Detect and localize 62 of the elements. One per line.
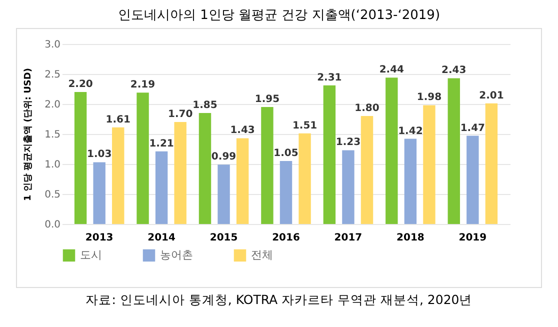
bar: [360, 116, 374, 224]
bar: [261, 107, 274, 224]
bar: [280, 161, 292, 224]
bar: [198, 113, 212, 224]
bar: [236, 138, 249, 224]
data-label: 2.19: [130, 80, 156, 91]
bar: [112, 127, 124, 224]
x-tick-label: 2013: [85, 232, 114, 244]
data-label: 2.44: [379, 64, 404, 76]
y-tick-label: 1.5: [44, 130, 60, 140]
bar: [136, 92, 149, 224]
data-label: 0.99: [211, 152, 236, 163]
legend-label: 도시: [80, 248, 102, 262]
y-axis-title: 1 인당 평균지출액 (단위: USD): [22, 68, 34, 201]
chart-title: 인도네시아의 1인당 월평균 건강 지출액(‘2013-‘2019): [116, 7, 442, 24]
x-tick-label: 2014: [148, 232, 176, 244]
data-label: 2.31: [317, 72, 342, 84]
data-label: 1.80: [354, 103, 380, 114]
bar: [404, 138, 417, 224]
x-tick-label: 2017: [334, 232, 362, 244]
data-label: 1.51: [292, 120, 318, 132]
bar: [174, 122, 186, 224]
data-label: 1.98: [416, 92, 442, 104]
y-tick-label: 3.0: [44, 40, 60, 50]
y-tick-label: 0.5: [44, 190, 60, 200]
bar: [155, 151, 168, 224]
data-label: 1.21: [149, 138, 174, 150]
x-tick-label: 2016: [272, 232, 300, 244]
x-tick-label: 2019: [458, 232, 487, 244]
data-label: 1.95: [254, 94, 280, 105]
data-label: 1.70: [168, 109, 193, 120]
data-label: 1.05: [274, 148, 298, 159]
y-tick-label: 2.0: [44, 100, 60, 110]
data-label: 2.20: [68, 79, 93, 90]
bar: [342, 150, 354, 224]
y-tick-label: 1.0: [44, 160, 60, 170]
data-label: 1.85: [192, 100, 218, 111]
data-label: 1.42: [398, 126, 423, 137]
data-label: 1.03: [86, 149, 112, 160]
legend-label: 전체: [251, 248, 273, 262]
data-label: 1.23: [336, 137, 361, 148]
x-tick-label: 2015: [210, 232, 238, 244]
data-label: 2.01: [479, 90, 504, 102]
data-label: 1.61: [106, 114, 130, 126]
text: 자료: 인도네시아 통계청, KOTRA 자카르타 무역관 재분석, 2020년: [84, 292, 474, 309]
y-tick-label: 0.0: [44, 220, 60, 230]
bar: [218, 164, 230, 224]
y-tick-label: 2.5: [44, 70, 60, 80]
data-label: 1.43: [230, 125, 255, 136]
bar: [423, 105, 436, 224]
x-tick-label: 2018: [396, 232, 424, 244]
bar: [386, 78, 398, 224]
bar: [323, 85, 336, 224]
bar: [466, 136, 479, 224]
bar: [298, 133, 311, 224]
data-label: 1.47: [460, 122, 486, 134]
bar: [74, 92, 87, 224]
bar: [93, 162, 106, 224]
legend-label: 농어촌: [160, 248, 193, 262]
data-label: 2.43: [442, 65, 466, 76]
bar: [448, 78, 460, 224]
bar: [485, 103, 498, 224]
